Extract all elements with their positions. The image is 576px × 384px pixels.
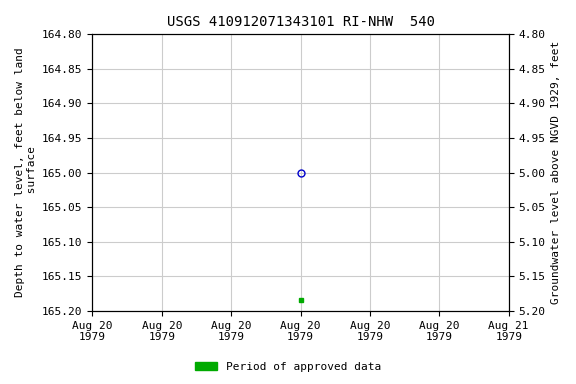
Title: USGS 410912071343101 RI-NHW  540: USGS 410912071343101 RI-NHW 540 <box>166 15 434 29</box>
Y-axis label: Groundwater level above NGVD 1929, feet: Groundwater level above NGVD 1929, feet <box>551 41 561 304</box>
Legend: Period of approved data: Period of approved data <box>191 358 385 377</box>
Y-axis label: Depth to water level, feet below land
 surface: Depth to water level, feet below land su… <box>15 48 37 298</box>
